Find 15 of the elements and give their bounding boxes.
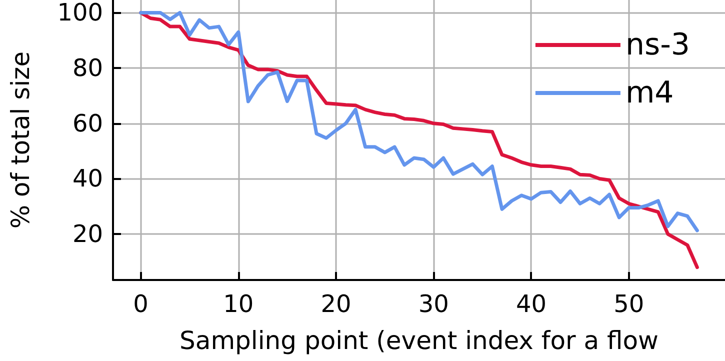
legend-label: ns-3	[625, 28, 690, 62]
x-axis-title: Sampling point (event index for a flow	[180, 326, 658, 355]
y-tick-label: 20	[72, 220, 103, 248]
y-tick-label: 60	[72, 109, 103, 138]
x-tick-label: 40	[516, 290, 547, 318]
x-tick-label: 20	[320, 290, 352, 318]
y-tick-label: 40	[72, 164, 103, 193]
y-axis-title: % of total size	[6, 51, 35, 229]
legend-label: m4	[625, 76, 674, 110]
x-tick-label: 50	[614, 290, 644, 318]
x-tick-label: 30	[418, 290, 449, 318]
x-tick-label: 0	[133, 290, 148, 318]
y-tick-label: 100	[57, 0, 103, 27]
x-tick-label: 10	[223, 290, 254, 318]
y-tick-label: 80	[72, 54, 103, 82]
